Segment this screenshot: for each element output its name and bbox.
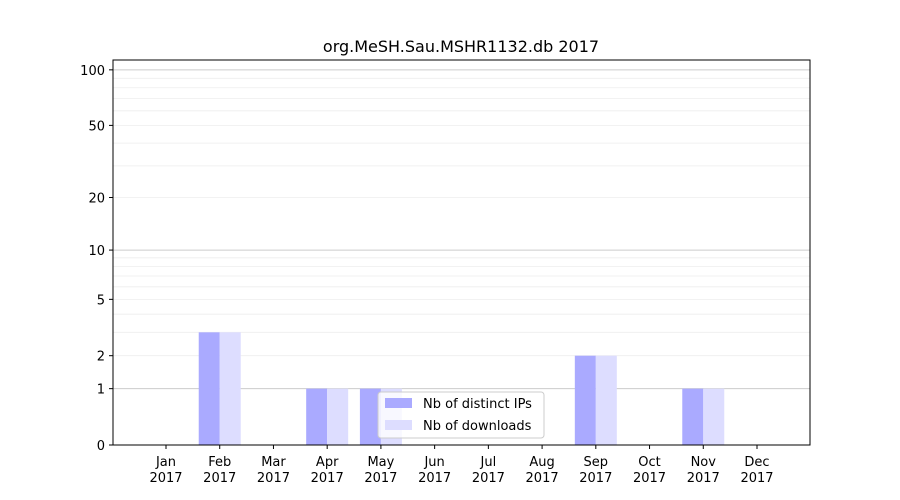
x-tick-label: Mar (261, 455, 286, 470)
x-tick-label: 2017 (418, 471, 451, 486)
bar-distinct-ips (359, 388, 381, 445)
bar-downloads (703, 388, 725, 445)
chart-title: org.MeSH.Sau.MSHR1132.db 2017 (323, 37, 599, 56)
y-tick-label: 0 (97, 439, 105, 454)
bar-downloads (327, 388, 349, 445)
x-tick-label: Apr (316, 455, 339, 470)
y-tick-label: 5 (97, 293, 105, 308)
y-tick-label: 2 (97, 350, 105, 365)
x-tick-label: Jan (155, 455, 176, 470)
x-tick-label: 2017 (579, 471, 612, 486)
x-tick-label: Jun (423, 455, 444, 470)
x-tick-label: Jul (480, 455, 497, 470)
bar-downloads (595, 355, 617, 445)
y-tick-label: 100 (80, 64, 105, 79)
x-tick-label: Dec (744, 455, 769, 470)
x-tick-label: Feb (208, 455, 231, 470)
x-tick-label: Nov (691, 455, 717, 470)
y-tick-label: 10 (88, 244, 105, 259)
x-tick-label: 2017 (311, 471, 344, 486)
plot-frame (112, 59, 811, 446)
bar-distinct-ips (682, 388, 704, 445)
legend-label-ips: Nb of distinct IPs (423, 397, 532, 412)
bar-downloads (219, 332, 241, 445)
x-tick-label: 2017 (633, 471, 666, 486)
x-tick-label: 2017 (364, 471, 397, 486)
x-tick-label: May (367, 455, 394, 470)
bar-distinct-ips (198, 332, 220, 445)
x-tick-label: 2017 (203, 471, 236, 486)
x-tick-label: 2017 (687, 471, 720, 486)
x-tick-label: 2017 (257, 471, 290, 486)
y-tick-label: 20 (88, 192, 105, 207)
y-tick-label: 1 (97, 383, 105, 398)
x-tick-label: 2017 (740, 471, 773, 486)
x-axis: Jan2017Feb2017Mar2017Apr2017May2017Jun20… (149, 445, 774, 486)
x-tick-label: Aug (529, 455, 554, 470)
y-tick-label: 50 (88, 119, 105, 134)
bar-distinct-ips (306, 388, 328, 445)
x-tick-label: 2017 (149, 471, 182, 486)
legend-label-downloads: Nb of downloads (423, 419, 532, 434)
legend: Nb of distinct IPs Nb of downloads (377, 391, 545, 439)
x-tick-label: 2017 (526, 471, 559, 486)
x-tick-label: Sep (584, 455, 609, 470)
bar-distinct-ips (574, 355, 596, 445)
legend-swatch-downloads (385, 420, 412, 430)
x-tick-label: Oct (638, 455, 660, 470)
x-tick-label: 2017 (472, 471, 505, 486)
gridlines (113, 69, 810, 390)
legend-swatch-ips (385, 398, 412, 408)
y-axis: 0 1 2 5 10 20 50 100 (80, 64, 113, 454)
